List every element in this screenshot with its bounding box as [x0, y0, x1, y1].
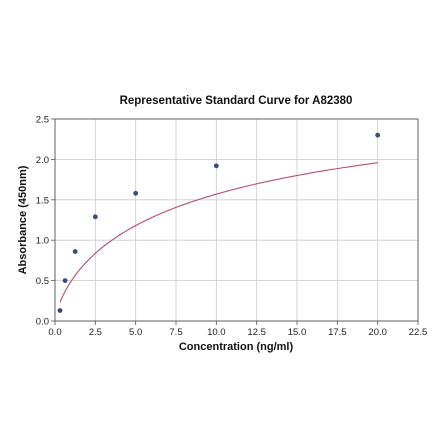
y-tick-label: 0.0: [36, 317, 49, 328]
fit-curve: [59, 162, 378, 303]
data-point: [375, 132, 381, 138]
y-tick-label: 1.5: [36, 195, 49, 206]
y-tick-label: 2.5: [36, 115, 49, 126]
data-points: [57, 132, 381, 313]
data-point: [213, 163, 219, 169]
y-tick-label: 2.0: [36, 155, 49, 166]
data-point: [57, 308, 63, 313]
x-tick-label: 5.0: [129, 327, 142, 338]
data-point: [62, 278, 68, 283]
data-point: [92, 214, 98, 220]
grid-layer: [54, 118, 419, 322]
fit-curve-layer: [59, 162, 378, 303]
x-tick-label: 15.0: [288, 327, 307, 338]
x-axis-label: Concentration (ng/ml): [179, 341, 294, 353]
data-point: [72, 249, 78, 254]
x-tick-label: 12.5: [247, 327, 266, 338]
data-point: [133, 190, 139, 196]
tick-labels: 0.0 2.5 5.0 7.5 10.0 12.5 15.0 17.5 20.0 22.5 0.0 0…: [36, 115, 427, 339]
x-tick-label: 10.0: [207, 327, 226, 338]
x-tick-label: 22.5: [409, 327, 428, 338]
plot-frame: [54, 118, 419, 322]
chart-title: Representative Standard Curve for A82380: [120, 95, 353, 107]
x-tick-label: 7.5: [169, 327, 182, 338]
axis-layer: [51, 118, 419, 325]
y-axis-label: Absorbance (450nm): [17, 165, 29, 274]
y-tick-label: 0.5: [36, 276, 49, 287]
y-tick-label: 1.0: [36, 236, 49, 247]
x-tick-label: 0.0: [48, 327, 61, 338]
x-tick-label: 2.5: [89, 327, 102, 338]
x-tick-label: 20.0: [368, 327, 387, 338]
x-tick-label: 17.5: [328, 327, 347, 338]
